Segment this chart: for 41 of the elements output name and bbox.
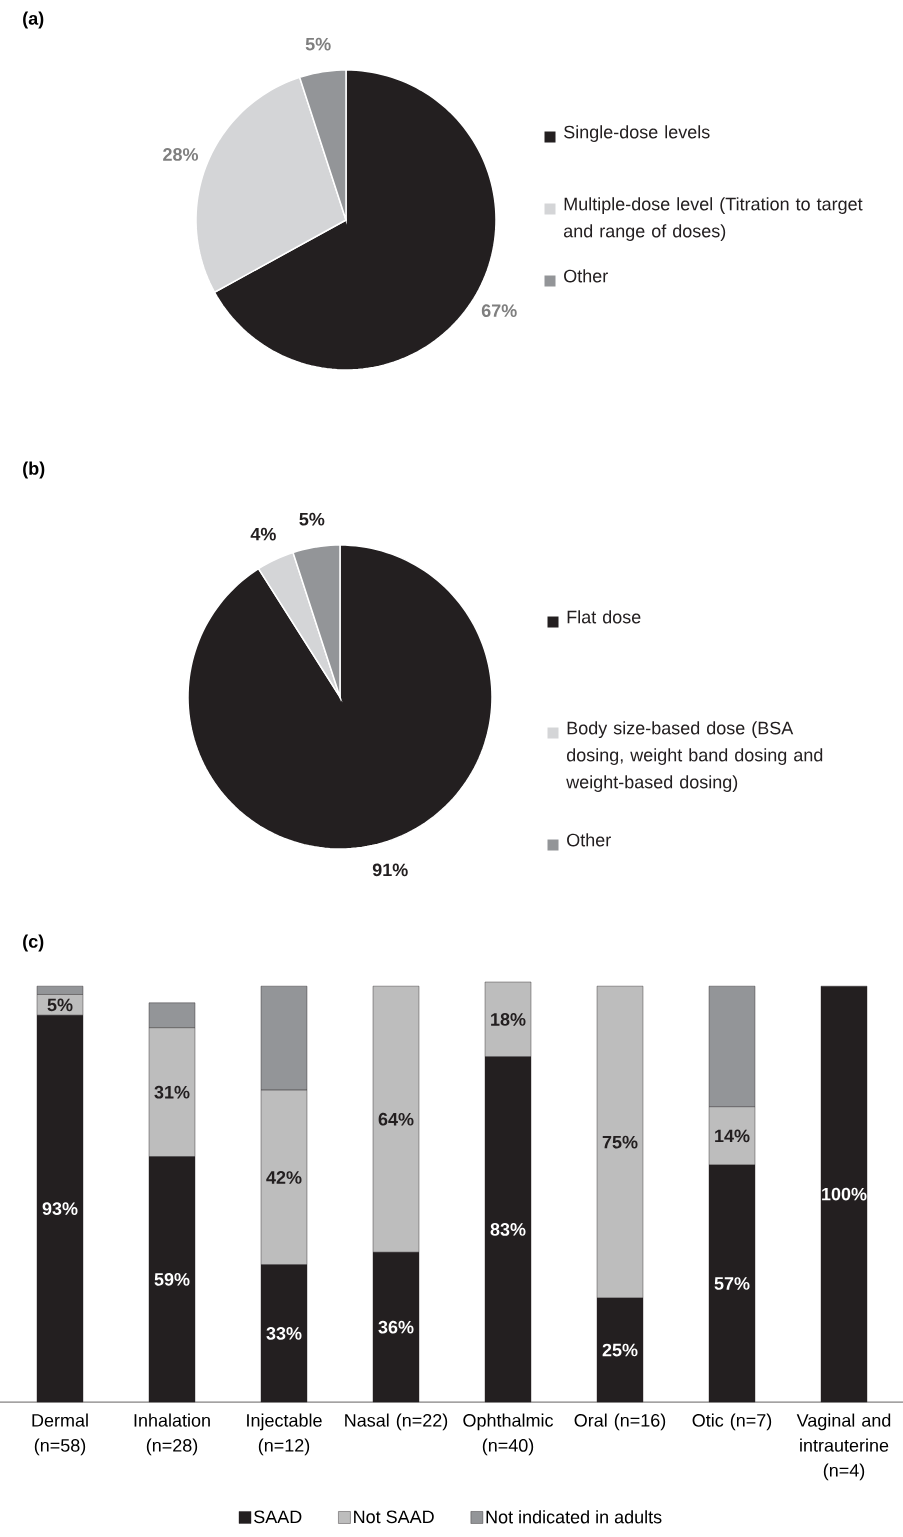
data-label: 31%: [154, 1085, 190, 1099]
data-label: 59%: [154, 1272, 190, 1286]
x-tick-label: Injectable (n=12): [247, 1413, 322, 1456]
data-label: 5%: [305, 37, 331, 51]
data-label: 4%: [250, 527, 276, 541]
legend-label: SAAD: [254, 1510, 302, 1524]
x-tick-label: Oral (n=16): [574, 1413, 666, 1431]
data-label: 67%: [481, 304, 517, 317]
data-label: 36%: [378, 1320, 414, 1334]
legend-label: Flat dose: [567, 610, 641, 624]
chart-title: (a): [23, 11, 44, 29]
data-label: 28%: [163, 148, 199, 161]
data-label: 83%: [490, 1223, 526, 1236]
data-label: 5%: [47, 998, 73, 1012]
legend-label: Not SAAD: [354, 1510, 434, 1524]
x-tick-label: Vaginal and intrauterine (n=4): [796, 1413, 891, 1481]
legend-label: Body size-based dose (BSA dosing, weight band dosing and weight-based dosing): [566, 721, 823, 792]
data-label: 57%: [714, 1277, 750, 1290]
text: (b): [23, 461, 45, 479]
data-label: 33%: [266, 1327, 302, 1340]
legend-label: Single-dose levels: [564, 125, 710, 142]
data-label: 93%: [42, 1202, 78, 1216]
chart-title: (c): [23, 934, 44, 952]
legend-label: Multiple-dose level (Titration to target and range of doses): [563, 197, 863, 241]
data-label: 91%: [372, 863, 408, 877]
x-tick-label: Dermal (n=58): [32, 1413, 88, 1456]
legend-label: Other: [567, 833, 611, 847]
data-label: 100%: [822, 1187, 867, 1201]
data-label: 64%: [378, 1112, 414, 1126]
data-label: 18%: [491, 1013, 526, 1026]
x-tick-label: Ophthalmic (n=40): [463, 1413, 554, 1456]
data-label: 75%: [602, 1135, 638, 1149]
data-label: 14%: [715, 1129, 750, 1143]
legend-label: Not indicated in adults: [486, 1510, 662, 1524]
data-label: 25%: [602, 1343, 638, 1357]
data-label: 42%: [266, 1171, 302, 1184]
x-tick-label: Otic (n=7): [692, 1413, 772, 1431]
x-tick-label: Inhalation (n=28): [134, 1413, 210, 1456]
legend-label: Other: [564, 269, 608, 283]
data-label: 5%: [299, 512, 325, 526]
x-tick-label: Nasal (n=22): [345, 1413, 448, 1431]
